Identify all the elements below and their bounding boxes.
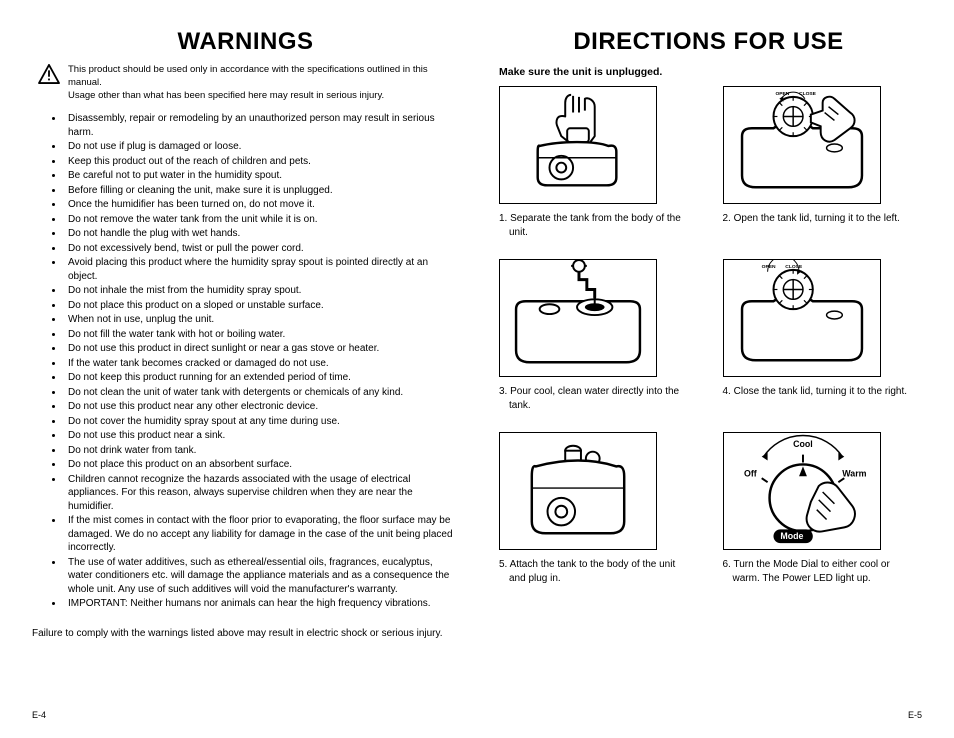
warning-bullet: Be careful not to put water in the humid…	[64, 169, 459, 183]
warning-bullet: Do not keep this product running for an …	[64, 371, 459, 385]
caption-5: 5. Attach the tank to the body of the un…	[499, 558, 695, 585]
step-num: 5.	[499, 559, 507, 570]
step-text: Open the tank lid, turning it to the lef…	[734, 213, 900, 224]
cool-label: Cool	[793, 439, 813, 449]
off-label: Off	[744, 468, 757, 478]
warning-bullet: Do not use if plug is damaged or loose.	[64, 140, 459, 154]
warning-bullet: Avoid placing this product where the hum…	[64, 256, 459, 283]
page-directions: DIRECTIONS FOR USE Make sure the unit is…	[495, 28, 922, 720]
figure-close-lid: OPEN CLOSE	[723, 259, 881, 377]
step-text: Separate the tank from the body of the u…	[509, 213, 681, 238]
warning-bullet: Keep this product out of the reach of ch…	[64, 155, 459, 169]
step-num: 3.	[499, 386, 507, 397]
warning-bullet: Do not remove the water tank from the un…	[64, 213, 459, 227]
caption-4: 4. Close the tank lid, turning it to the…	[723, 385, 919, 399]
page-number-left: E-4	[32, 710, 46, 720]
warning-bullet: When not in use, unplug the unit.	[64, 313, 459, 327]
caption-6: 6. Turn the Mode Dial to either cool or …	[723, 558, 919, 585]
warning-bullet: Do not place this product on an absorben…	[64, 458, 459, 472]
warning-bullet: Do not use this product near a sink.	[64, 429, 459, 443]
page-warnings: WARNINGS This product should be used onl…	[32, 28, 459, 720]
warning-bullet: Do not clean the unit of water tank with…	[64, 386, 459, 400]
warning-bullet: IMPORTANT: Neither humans nor animals ca…	[64, 597, 459, 611]
intro-line-2: Usage other than what has been specified…	[68, 90, 459, 103]
close-label: CLOSE	[799, 91, 817, 97]
figure-pour-water	[499, 259, 657, 377]
warning-bullet: Do not drink water from tank.	[64, 444, 459, 458]
directions-subtitle: Make sure the unit is unplugged.	[499, 66, 922, 78]
warning-bullet: Do not excessively bend, twist or pull t…	[64, 242, 459, 256]
warning-footer: Failure to comply with the warnings list…	[32, 628, 459, 639]
page-number-right: E-5	[908, 710, 922, 720]
warning-bullet: Do not cover the humidity spray spout at…	[64, 415, 459, 429]
directions-grid: 1. Separate the tank from the body of th…	[495, 86, 922, 585]
warning-list: Disassembly, repair or remodeling by an …	[32, 112, 459, 612]
step-text: Pour cool, clean water directly into the…	[509, 386, 679, 411]
figure-open-lid: OPEN CLOSE	[723, 86, 881, 204]
step-num: 6.	[723, 559, 731, 570]
step-num: 2.	[723, 213, 731, 224]
step-text: Close the tank lid, turning it to the ri…	[734, 386, 907, 397]
warning-bullet: Do not place this product on a sloped or…	[64, 299, 459, 313]
step-5: 5. Attach the tank to the body of the un…	[499, 432, 695, 585]
close-label: CLOSE	[785, 264, 803, 270]
open-label: OPEN	[775, 91, 789, 97]
step-3: 3. Pour cool, clean water directly into …	[499, 259, 695, 412]
warning-bullet: Disassembly, repair or remodeling by an …	[64, 112, 459, 139]
warning-bullet: Do not handle the plug with wet hands.	[64, 227, 459, 241]
step-1: 1. Separate the tank from the body of th…	[499, 86, 695, 239]
warnings-title: WARNINGS	[32, 28, 459, 56]
figure-separate-tank	[499, 86, 657, 204]
mode-label: Mode	[780, 531, 803, 541]
warning-bullet: Do not inhale the mist from the humidity…	[64, 284, 459, 298]
warning-intro: This product should be used only in acco…	[38, 64, 459, 102]
caption-3: 3. Pour cool, clean water directly into …	[499, 385, 695, 412]
step-2: OPEN CLOSE 2. Open the tank lid, turning…	[723, 86, 919, 239]
warning-bullet: The use of water additives, such as ethe…	[64, 556, 459, 597]
warning-bullet: Do not fill the water tank with hot or b…	[64, 328, 459, 342]
figure-mode-dial: Off Cool Warm Mode	[723, 432, 881, 550]
warning-bullet: Do not use this product in direct sunlig…	[64, 342, 459, 356]
warning-intro-text: This product should be used only in acco…	[68, 64, 459, 102]
step-num: 1.	[499, 213, 507, 224]
step-4: OPEN CLOSE 4. Close the tank lid, turnin…	[723, 259, 919, 412]
warning-bullet: Before filling or cleaning the unit, mak…	[64, 184, 459, 198]
caption-1: 1. Separate the tank from the body of th…	[499, 212, 695, 239]
caption-2: 2. Open the tank lid, turning it to the …	[723, 212, 919, 226]
warning-bullet: If the mist comes in contact with the fl…	[64, 514, 459, 555]
step-6: Off Cool Warm Mode	[723, 432, 919, 585]
step-num: 4.	[723, 386, 731, 397]
warm-label: Warm	[842, 468, 866, 478]
directions-title: DIRECTIONS FOR USE	[495, 28, 922, 56]
warning-bullet: Children cannot recognize the hazards as…	[64, 473, 459, 514]
step-text: Attach the tank to the body of the unit …	[509, 559, 675, 584]
warning-bullet: If the water tank becomes cracked or dam…	[64, 357, 459, 371]
warning-bullet: Do not use this product near any other e…	[64, 400, 459, 414]
warning-bullet: Once the humidifier has been turned on, …	[64, 198, 459, 212]
intro-line-1: This product should be used only in acco…	[68, 64, 459, 90]
figure-attach-tank	[499, 432, 657, 550]
step-text: Turn the Mode Dial to either cool or war…	[733, 559, 890, 584]
warning-triangle-icon	[38, 64, 60, 89]
